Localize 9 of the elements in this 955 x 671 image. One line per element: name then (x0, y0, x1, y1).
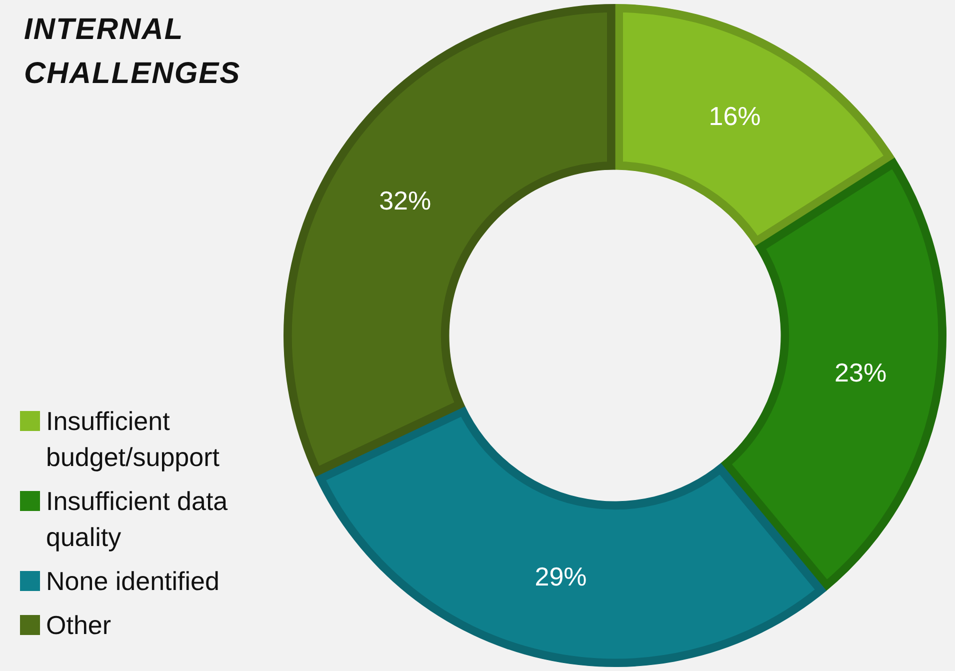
data-label: 32% (379, 185, 432, 216)
text: INTERNAL CHALLENGES (24, 12, 242, 92)
data-label: 16% (708, 100, 761, 131)
data-label: 29% (534, 561, 587, 592)
legend-label: Other (46, 609, 112, 642)
legend-label: Insufficient budget/support (46, 405, 220, 474)
data-label: 23% (834, 358, 887, 388)
legend-label: Insufficient data quality (46, 485, 229, 554)
legend-label: None identified (46, 565, 220, 598)
